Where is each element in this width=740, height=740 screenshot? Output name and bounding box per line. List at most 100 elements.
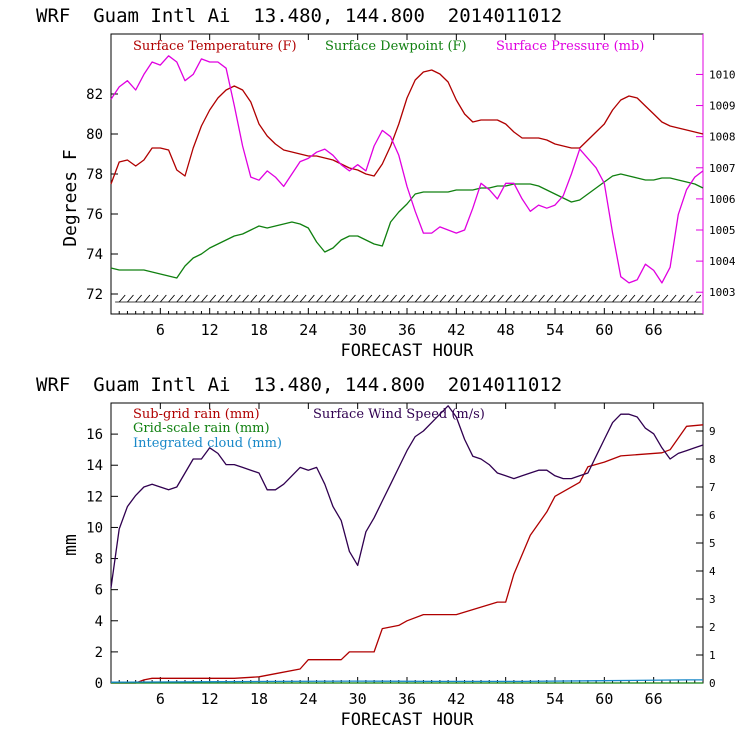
y-tick-label: 6	[95, 583, 103, 599]
wind-barb	[398, 294, 406, 303]
wind-barb	[192, 294, 200, 303]
wind-barb	[620, 294, 628, 303]
y2-tick-label: 1006	[709, 193, 736, 206]
wind-barb	[201, 294, 208, 303]
top-y-axis-label: Degrees F	[60, 149, 81, 247]
wind-barb	[168, 294, 175, 303]
wind-barb	[349, 294, 356, 303]
y2-tick-label: 1008	[709, 131, 736, 144]
wind-barb	[571, 294, 578, 303]
wind-barb	[299, 294, 307, 303]
y2-tick-label: 0	[709, 677, 716, 690]
y2-tick-label: 1009	[709, 100, 736, 113]
y2-tick-label: 8	[709, 453, 716, 466]
y-tick-label: 4	[95, 614, 103, 630]
x-tick-label: 18	[250, 321, 268, 339]
y-tick-label: 74	[86, 247, 103, 263]
bottom-x-axis-label: FORECAST HOUR	[340, 710, 474, 730]
wind-barb	[225, 294, 233, 303]
wind-barb	[176, 294, 184, 303]
wind-barb	[307, 294, 315, 303]
wind-barb	[480, 294, 488, 303]
wind-barb	[653, 294, 661, 303]
legend-surface-pressure: Surface Pressure (mb)	[496, 39, 644, 54]
wind-barb	[612, 294, 619, 303]
bottom-chart: WRF Guam Intl Ai 13.480, 144.800 2014011…	[36, 374, 716, 730]
y2-tick-label: 1	[709, 649, 716, 662]
x-tick-label: 30	[349, 690, 367, 708]
y-tick-label: 80	[86, 127, 103, 143]
y-tick-label: 0	[95, 676, 103, 692]
x-tick-label: 18	[250, 690, 268, 708]
y-tick-label: 76	[86, 207, 103, 223]
top-x-axis-label: FORECAST HOUR	[340, 341, 474, 361]
x-tick-label: 42	[447, 690, 465, 708]
y2-tick-label: 1003	[709, 286, 736, 299]
wind-barb	[645, 294, 652, 303]
wind-barb	[118, 294, 126, 303]
x-tick-label: 60	[595, 690, 613, 708]
wind-barb	[143, 294, 151, 303]
wind-barb	[677, 294, 685, 303]
series-line-sub-grid-rain	[111, 424, 704, 684]
y-tick-label: 10	[86, 520, 103, 536]
y2-tick-label: 2	[709, 621, 716, 634]
x-tick-label: 6	[156, 690, 165, 708]
wind-barb	[464, 294, 471, 303]
y2-tick-label: 3	[709, 593, 716, 606]
wind-barb	[423, 294, 430, 303]
series-line-integrated-cloud	[110, 679, 703, 683]
x-tick-label: 66	[645, 321, 663, 339]
legend-grid-scale-rain: Grid-scale rain (mm)	[133, 421, 270, 436]
wind-barb	[340, 294, 348, 303]
wind-barb	[579, 294, 587, 303]
wind-barb	[595, 294, 603, 303]
bottom-y-axis-label: mm	[60, 534, 81, 556]
wind-barb	[365, 294, 373, 303]
wind-barb	[324, 294, 332, 303]
wind-barb	[217, 294, 225, 303]
wind-barb	[513, 294, 521, 303]
wind-barb	[390, 294, 397, 303]
x-tick-label: 24	[299, 321, 317, 339]
x-tick-label: 24	[299, 690, 317, 708]
legend-surface-wind-speed: Surface Wind Speed (m/s)	[313, 407, 485, 422]
legend-surface-dewpoint: Surface Dewpoint (F)	[325, 39, 467, 54]
wind-barb	[316, 294, 323, 303]
y-tick-label: 8	[95, 552, 103, 568]
x-tick-label: 36	[398, 690, 416, 708]
wind-barb	[159, 294, 167, 303]
wind-barb	[661, 294, 669, 303]
wind-barb	[636, 294, 644, 303]
wind-barb	[242, 294, 249, 303]
wind-barb	[686, 294, 693, 303]
x-tick-label: 12	[201, 321, 219, 339]
wind-barb	[455, 294, 463, 303]
y-tick-label: 82	[86, 87, 103, 103]
y-tick-label: 12	[86, 489, 103, 505]
wind-barb	[694, 294, 702, 303]
series-line-surface-temperature	[110, 69, 704, 185]
y2-tick-label: 9	[709, 425, 716, 438]
series-line-surface-wind-speed	[110, 405, 704, 588]
top-chart: WRF Guam Intl Ai 13.480, 144.800 2014011…	[36, 5, 736, 361]
wind-barb	[488, 294, 496, 303]
wind-barb	[431, 294, 439, 303]
wind-barb	[546, 294, 554, 303]
y2-tick-label: 5	[709, 537, 716, 550]
wind-barbs	[115, 294, 702, 303]
x-tick-label: 6	[156, 321, 165, 339]
wind-barb	[447, 294, 455, 303]
legend-sub-grid-rain: Sub-grid rain (mm)	[133, 407, 260, 422]
wind-barb	[209, 294, 217, 303]
x-tick-label: 54	[546, 690, 564, 708]
y-tick-label: 2	[95, 645, 103, 661]
wind-barb	[291, 294, 299, 303]
wind-barb	[406, 294, 414, 303]
wind-barb	[250, 294, 258, 303]
wind-barb	[283, 294, 291, 303]
wind-barb	[538, 294, 545, 303]
x-tick-label: 54	[546, 321, 564, 339]
y2-tick-label: 4	[709, 565, 716, 578]
